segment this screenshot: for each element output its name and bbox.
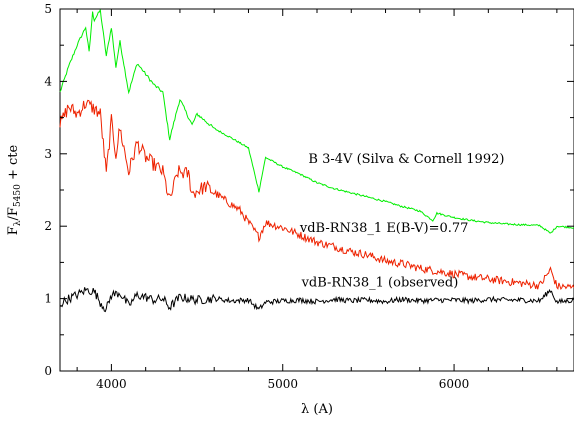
x-tick-label: 6000 <box>439 377 470 391</box>
y-axis-label-sub2: 5450 <box>13 184 23 207</box>
y-tick-label: 5 <box>44 2 52 16</box>
y-tick-label: 3 <box>44 147 52 161</box>
plot-frame <box>59 8 574 372</box>
series-line-1 <box>59 99 574 291</box>
y-tick-label: 1 <box>44 292 52 306</box>
x-tick-label: 4000 <box>96 377 127 391</box>
y-axis-label-sub1: λ <box>13 220 23 226</box>
series-line-0 <box>59 9 574 234</box>
y-tick-label: 2 <box>44 219 52 233</box>
annotation-layer: B 3-4V (Silva & Cornell 1992) vdB-RN38_1 … <box>299 152 505 290</box>
y-tick-label: 4 <box>44 74 52 88</box>
series-layer <box>59 9 574 313</box>
y-axis-label: Fλ/F5450 + cte <box>6 144 23 235</box>
series-annotation: B 3-4V (Silva & Cornell 1992) <box>308 152 504 167</box>
series-line-2 <box>59 287 574 313</box>
y-axis-label-mid: /F <box>6 207 21 220</box>
series-annotation: vdB-RN38_1 (observed) <box>301 275 459 290</box>
tick-layer: 4000 5000 6000 0 1 2 3 4 5 <box>44 2 574 391</box>
x-axis-label: λ (A) <box>301 402 333 417</box>
x-tick-label: 5000 <box>267 377 298 391</box>
series-annotation: vdB-RN38_1 E(B-V)=0.77 <box>299 221 469 236</box>
y-axis-label-main: F <box>6 226 21 235</box>
y-tick-label: 0 <box>44 364 52 378</box>
y-axis-label-tail: + cte <box>6 144 21 184</box>
